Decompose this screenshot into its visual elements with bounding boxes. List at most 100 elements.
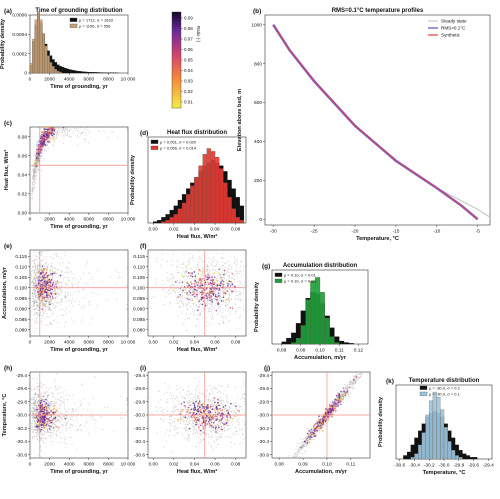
scatter-point (78, 281, 80, 283)
scatter-point (110, 276, 112, 278)
scatter-point-highlight (45, 288, 47, 291)
scatter-point (73, 126, 74, 127)
scatter-point-highlight (199, 291, 201, 293)
scatter-point (160, 284, 163, 286)
scatter-point (228, 299, 230, 301)
scatter-point (37, 143, 39, 145)
scatter-point (52, 118, 53, 119)
scatter-point (55, 127, 57, 129)
scatter-point (63, 129, 65, 131)
histogram-bar (339, 340, 345, 345)
scatter-point (50, 429, 52, 431)
scatter-point (233, 274, 235, 277)
y-tick-label: 0.100 (15, 285, 27, 291)
scatter-point (71, 300, 73, 302)
scatter-point (36, 280, 38, 282)
scatter-point (235, 266, 237, 268)
scatter-point (155, 284, 157, 286)
scatter-point (177, 265, 179, 267)
scatter-point (186, 303, 189, 305)
scatter-point-highlight (48, 274, 50, 276)
scatter-point (33, 259, 35, 261)
chart-title: Accumulation distribution (283, 263, 358, 269)
scatter-point (60, 292, 62, 294)
scatter-point (235, 328, 237, 330)
scatter-point (58, 128, 60, 130)
scatter-point-highlight (48, 411, 51, 414)
scatter-point (36, 293, 38, 295)
scatter-point (115, 269, 117, 271)
scatter-points (30, 250, 128, 333)
scatter-point (162, 259, 164, 261)
scatter-point (211, 316, 213, 318)
scatter-point (35, 431, 37, 433)
scatter-point (63, 400, 65, 403)
histogram-bar (202, 154, 207, 224)
scatter-point (171, 260, 174, 262)
scatter-point (61, 396, 63, 399)
y-tick-label: 0.02 (18, 192, 28, 198)
scatter-point (31, 193, 33, 195)
histogram-bar (32, 39, 36, 74)
scatter-point-highlight (206, 278, 208, 281)
scatter-point (40, 396, 42, 398)
scatter-point (215, 277, 217, 279)
scatter-point (80, 320, 82, 323)
colorbar-tick-label: 0.07 (184, 37, 193, 42)
scatter-point (30, 271, 32, 273)
scatter-point (35, 276, 37, 278)
scatter-point (170, 293, 172, 295)
scatter-point-highlight (41, 294, 43, 296)
scatter-point (54, 137, 56, 139)
scatter-point-highlight (220, 300, 223, 302)
x-tick-label: 10 000 (121, 77, 136, 83)
scatter-point (227, 303, 229, 306)
scatter-point (47, 125, 48, 126)
scatter-point (58, 398, 60, 401)
scatter-point (194, 298, 196, 300)
scatter-point (94, 114, 95, 115)
scatter-point (224, 278, 226, 280)
scatter-point (197, 297, 199, 299)
scatter-point-highlight (197, 293, 199, 296)
scatter-point (61, 442, 63, 444)
scatter-point (66, 293, 68, 295)
scatter-point-highlight (36, 156, 39, 158)
scatter-point (61, 301, 63, 303)
scatter-point-highlight (57, 282, 59, 284)
scatter-point-highlight (40, 293, 43, 295)
scatter-point (72, 125, 73, 126)
scatter-point-highlight (45, 268, 48, 271)
scatter-point (73, 121, 74, 122)
scatter-point-highlight (55, 283, 57, 285)
scatter-point (35, 292, 37, 294)
scatter-point (224, 262, 226, 264)
scatter-point (191, 290, 193, 292)
scatter-point (32, 288, 34, 290)
scatter-point (41, 434, 43, 436)
scatter-point (210, 258, 212, 260)
scatter-point (219, 308, 221, 310)
scatter-point (162, 252, 164, 254)
scatter-point (33, 302, 35, 304)
scatter-point-highlight (36, 151, 39, 154)
scatter-point (31, 187, 33, 189)
scatter-point-highlight (217, 302, 219, 305)
scatter-point-highlight (47, 297, 49, 300)
scatter-point (217, 275, 219, 277)
scatter-point (195, 277, 197, 279)
scatter-point-highlight (210, 297, 212, 299)
scatter-point (220, 290, 222, 292)
scatter-point (244, 282, 246, 284)
scatter-point (48, 316, 50, 318)
scatter-point (51, 436, 53, 438)
scatter-point (63, 406, 66, 408)
scatter-point (36, 405, 38, 407)
scatter-point (34, 172, 36, 174)
scatter-point (168, 293, 170, 295)
scatter-point (56, 407, 58, 409)
scatter-point (52, 312, 54, 314)
scatter-point-highlight (225, 272, 227, 275)
scatter-point (242, 308, 244, 310)
scatter-point-highlight (50, 132, 53, 134)
